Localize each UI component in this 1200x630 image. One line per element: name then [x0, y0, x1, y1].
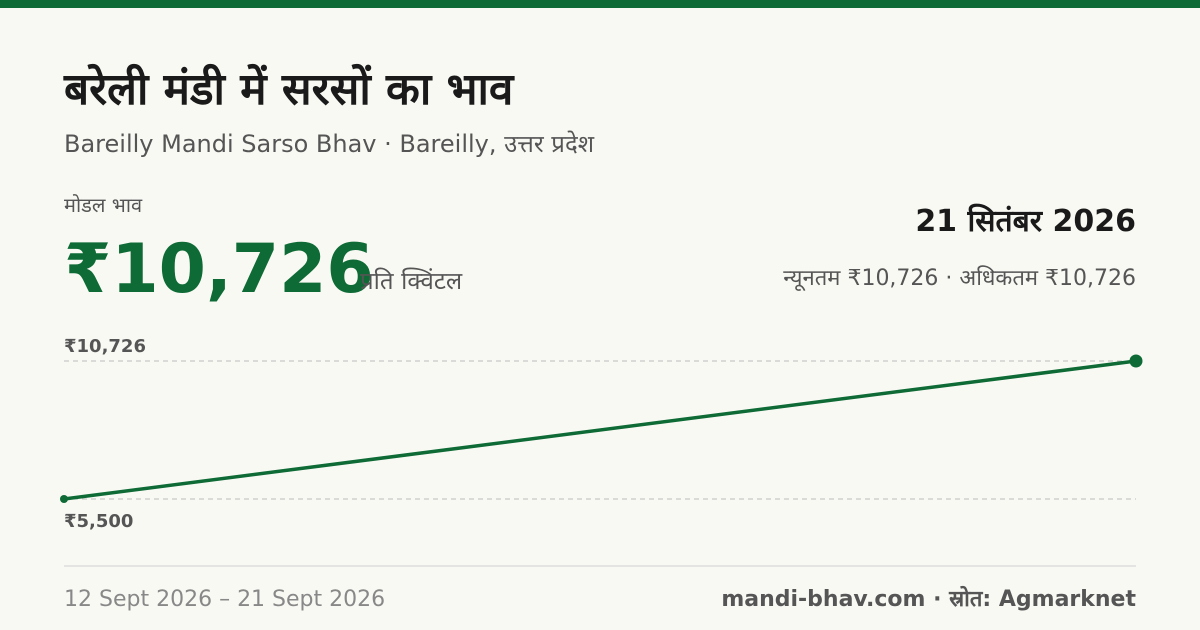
title: बरेली मंडी में सरसों का भाव [63, 63, 515, 115]
line [63, 359, 1137, 501]
range-start: 12 Sept 2026 [64, 587, 212, 612]
y-tick-label: ₹10,726 [64, 336, 146, 357]
plot: ₹5,500 ₹10,726 [60, 336, 1143, 532]
point [1129, 354, 1143, 368]
subtitle: Bareilly Mandi Sarso Bhav · Bareilly, उत… [64, 130, 595, 158]
range-end: 21 Sept 2026 [237, 587, 385, 612]
price: ₹10,726 [64, 230, 374, 309]
top-bar [0, 0, 1200, 8]
date-range: 12 Sept 2026 – 21 Sept 2026 [64, 587, 385, 612]
date: 21 सितंबर 2026 [915, 203, 1136, 239]
unit: प्रति क्विंटल [360, 267, 463, 295]
range-separator: – [219, 587, 230, 612]
price-label: मोडल भाव [64, 193, 143, 217]
source: mandi-bhav.com · स्रोत: Agmarknet [721, 585, 1136, 612]
y-tick-label: ₹5,500 [64, 511, 133, 532]
min-max: न्यूनतम ₹10,726 · अधिकतम ₹10,726 [783, 265, 1136, 292]
point [60, 495, 68, 503]
